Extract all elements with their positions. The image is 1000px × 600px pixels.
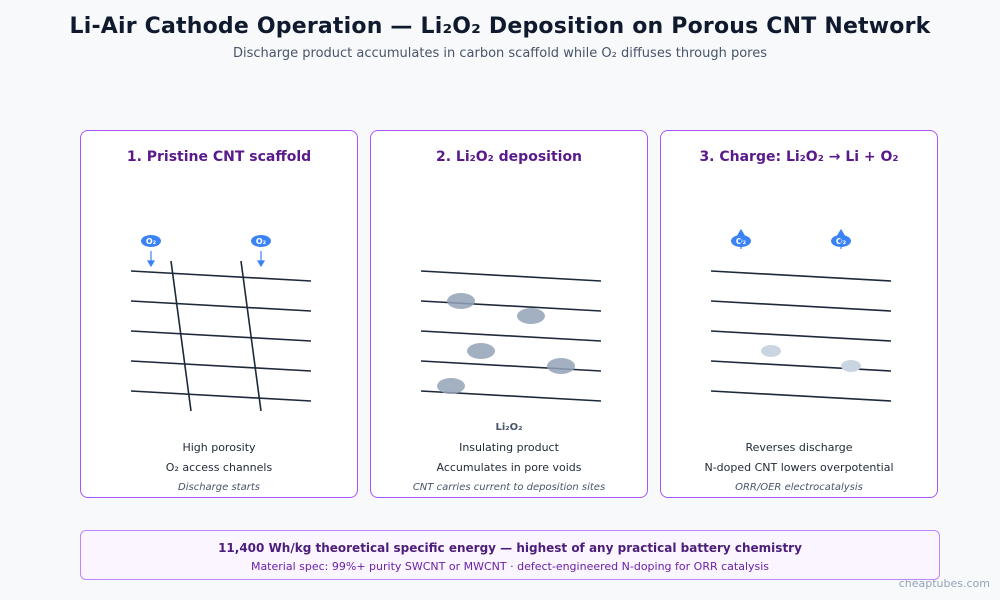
deposition-diagram [420,270,602,402]
panel-title: 3. Charge: Li₂O₂ → Li + O₂ [699,149,899,165]
panel-title: 2. Li₂O₂ deposition [435,149,583,165]
li2o2-deposit [437,378,465,394]
li2o2-residue [761,345,781,357]
cnt-strand [130,300,312,312]
watermark: cheaptubes.com [898,577,990,590]
o2-badge [731,235,851,247]
cnt-strand-vertical [240,260,262,412]
li2o2-deposit [447,293,475,309]
panel-note: High porosity [182,441,256,454]
cnt-strand [710,270,892,282]
banner-spec: Material spec: 99%+ purity SWCNT or MWCN… [250,560,770,573]
cnt-strand [130,390,312,402]
o2-inflow-arrow [146,251,266,268]
panel-pristine-scaffold: 1. Pristine CNT scaffold O₂ O₂ High poro… [80,130,358,498]
panel-note: Reverses discharge [745,441,853,454]
li2o2-residue [841,360,861,372]
panel-charge: 3. Charge: Li₂O₂ → Li + O₂ O₂ O₂ Reverse… [660,130,938,498]
cnt-strand [710,390,892,402]
o2-outflow-arrow [736,228,846,249]
cnt-strand [710,300,892,312]
o2-label: O₂ [146,237,157,246]
panel-note: N-doped CNT lowers overpotential [704,461,894,474]
charge-diagram: O₂ O₂ [710,228,892,402]
page-title: Li-Air Cathode Operation — Li₂O₂ Deposit… [69,14,931,39]
o2-badge [141,235,271,247]
panel-caption: CNT carries current to deposition sites [412,482,606,493]
cnt-strand [420,330,602,342]
cnt-strand [710,360,892,372]
panel-caption: Discharge starts [178,482,260,493]
cnt-scaffold-diagram: O₂ O₂ [130,235,312,412]
panel-li2o2-deposition: 2. Li₂O₂ deposition Li₂O₂ Insulating pro… [370,130,648,498]
energy-density-banner: 11,400 Wh/kg theoretical specific energy… [80,530,940,580]
cnt-strand [420,270,602,282]
banner-headline: 11,400 Wh/kg theoretical specific energy… [218,541,802,555]
cnt-strand [130,270,312,282]
li2o2-label: Li₂O₂ [495,422,523,433]
cnt-strand [130,330,312,342]
cnt-strand [710,330,892,342]
cnt-strand [130,360,312,372]
o2-label: O₂ [256,237,267,246]
li2o2-deposit [517,308,545,324]
panel-note: O₂ access channels [165,461,273,474]
li2o2-deposit [467,343,495,359]
cnt-strand-vertical [170,260,192,412]
panel-note: Insulating product [459,441,559,454]
panel-title: 1. Pristine CNT scaffold [126,149,312,165]
li2o2-deposit [547,358,575,374]
page-subtitle: Discharge product accumulates in carbon … [233,46,767,61]
panel-caption: ORR/OER electrocatalysis [735,482,863,493]
panel-note: Accumulates in pore voids [436,461,582,474]
